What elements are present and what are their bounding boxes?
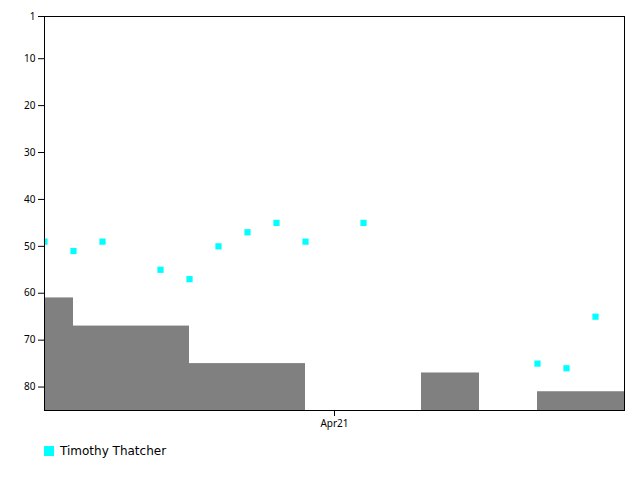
svg-text:1: 1 xyxy=(30,9,36,23)
html-text:Timothy Thatcher: Timothy Thatcher xyxy=(60,444,167,458)
svg-text:20: 20 xyxy=(24,98,36,112)
svg-text:40: 40 xyxy=(24,192,36,206)
svg-text:60: 60 xyxy=(24,285,36,299)
svg-text:70: 70 xyxy=(24,332,36,346)
svg-text:50: 50 xyxy=(24,239,36,253)
svg-text:80: 80 xyxy=(24,379,36,393)
svg-text:10: 10 xyxy=(24,51,36,65)
svg-text:30: 30 xyxy=(24,145,36,159)
svg-text:Apr21: Apr21 xyxy=(320,416,348,430)
